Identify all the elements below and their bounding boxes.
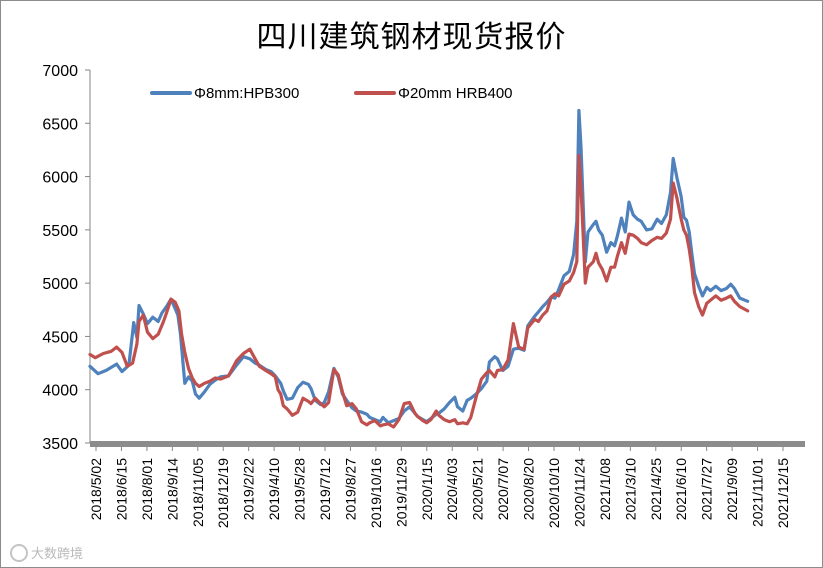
y-tick-label: 5500 [42,223,78,240]
x-tick-label: 2019/5/28 [292,458,308,520]
x-tick-label: 2020/5/21 [470,458,486,520]
x-tick-label: 2018/12/19 [215,458,231,528]
x-tick-label: 2021/9/09 [724,458,740,520]
x-tick-label: 2020/8/20 [521,458,537,520]
y-tick-label: 4000 [42,383,78,400]
x-tick-label: 2018/9/14 [164,458,180,520]
x-tick-label: 2021/12/15 [775,458,791,528]
x-tick-label: 2021/1/08 [597,458,613,520]
x-tick-label: 2018/6/15 [113,458,129,520]
y-tick-label: 5000 [42,276,78,293]
x-tick-label: 2020/1/15 [419,458,435,520]
y-tick-label: 6000 [42,170,78,187]
x-tick-label: 2021/6/10 [673,458,689,520]
y-tick-label: 7000 [42,63,78,80]
y-tick-label: 6500 [42,116,78,133]
x-tick-label: 2020/7/07 [495,458,511,520]
x-tick-label: 2019/4/10 [266,458,282,520]
series-line-1 [88,108,750,425]
chart-title: 四川建筑钢材现货报价 [256,20,567,55]
x-tick-label: 2018/11/05 [190,458,206,527]
x-tick-label: 2018/5/02 [88,458,104,520]
x-tick-label: 2021/11/01 [750,458,766,527]
x-tick-label: 2021/7/27 [699,458,715,520]
watermark: 大数跨境 [10,543,83,562]
legend-label-1: Φ8mm:HPB300 [194,85,299,102]
x-tick-label: 2019/8/27 [342,458,358,520]
x-tick-label: 2019/7/12 [317,458,333,520]
x-tick-label: 2021/4/25 [648,458,664,520]
x-tick-label: 2020/10/10 [546,458,562,528]
x-tick-label: 2019/11/29 [393,458,409,527]
logo-icon [10,544,28,562]
x-tick-label: 2020/11/24 [571,458,587,527]
x-tick-label: 2020/4/03 [444,458,460,520]
series-line-2 [88,153,750,429]
x-axis-line [90,441,805,447]
legend-label-2: Φ20mm HRB400 [398,85,513,102]
x-tick-label: 2018/8/01 [139,458,155,520]
y-tick-label: 3500 [42,436,78,453]
watermark-text: 大数跨境 [31,547,84,562]
y-tick-label: 4500 [42,329,78,346]
x-tick-label: 2019/10/16 [368,458,384,528]
x-tick-label: 2019/2/22 [241,458,257,520]
x-tick-label: 2021/3/10 [622,458,638,520]
